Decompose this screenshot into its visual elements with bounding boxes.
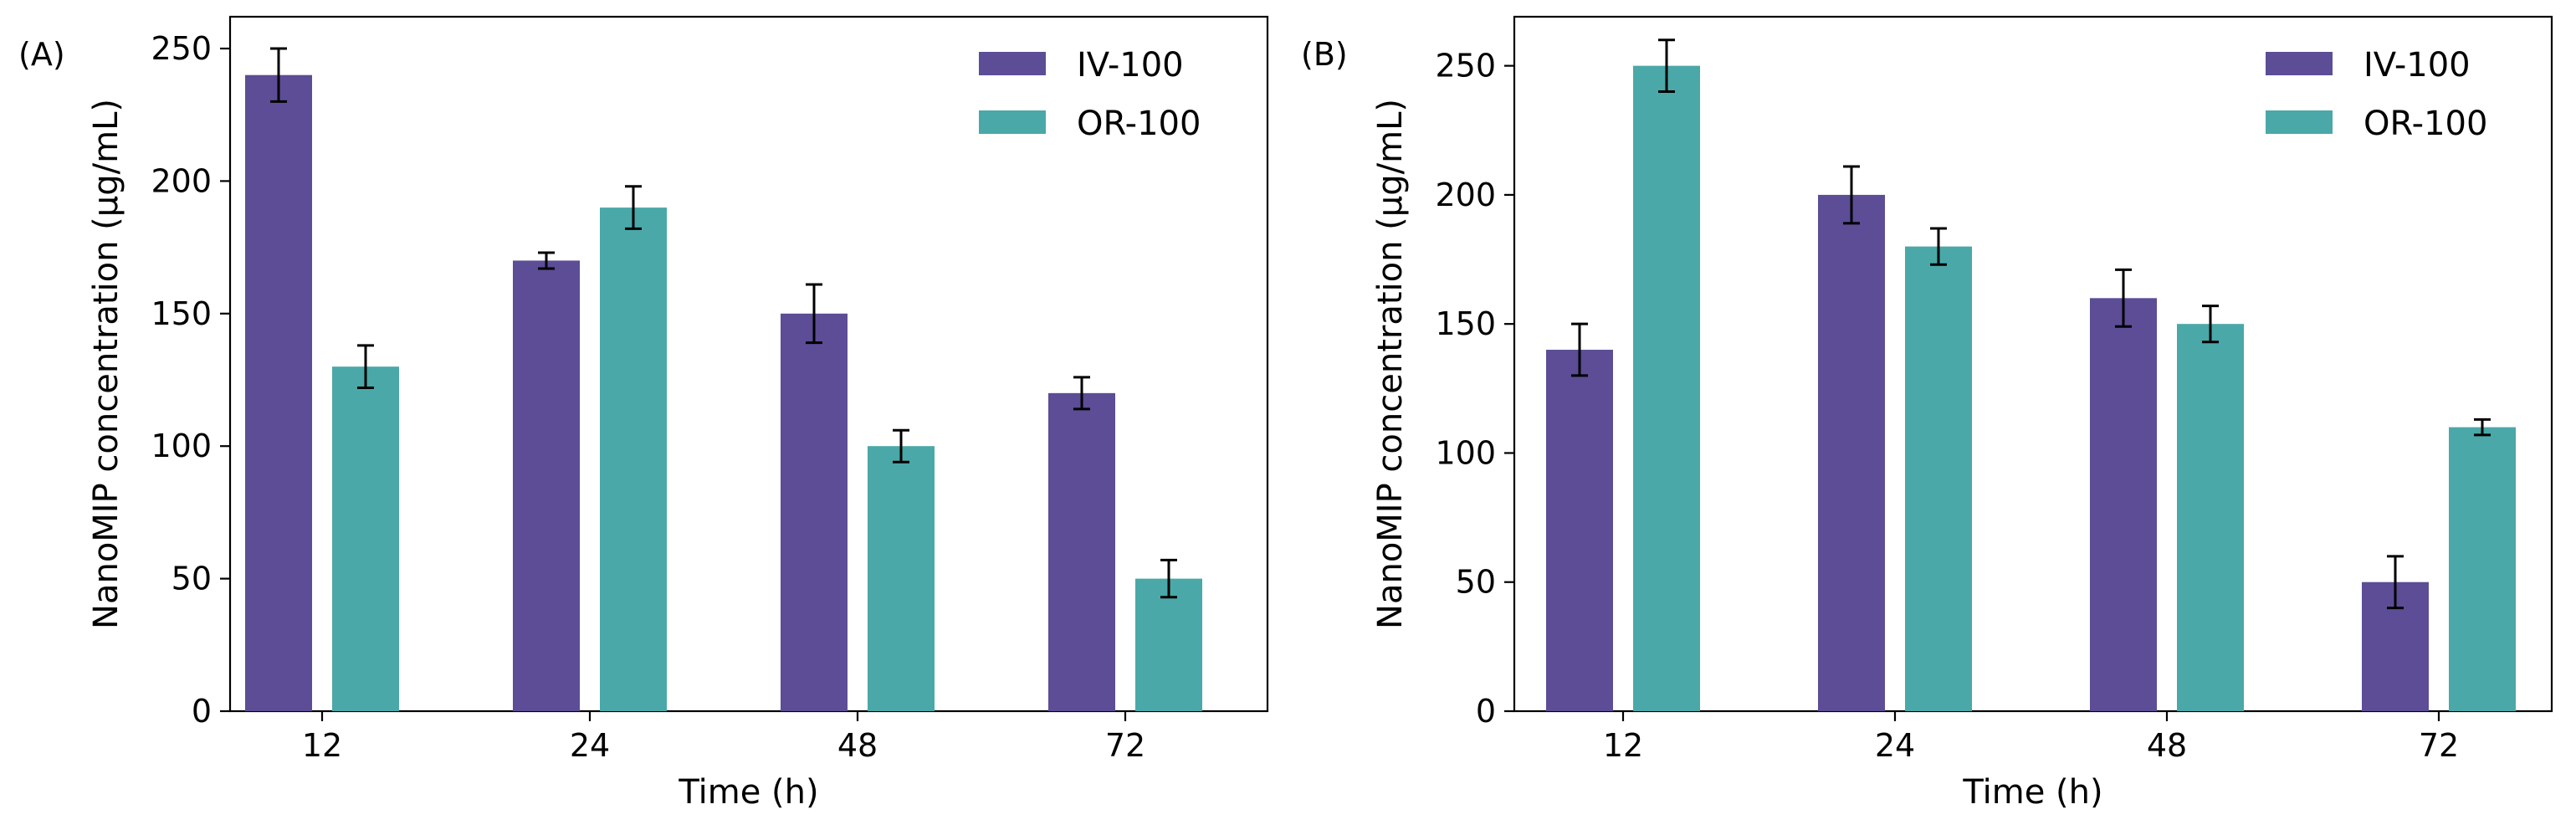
panel-a-legend: IV-100 OR-100	[979, 46, 1201, 143]
panel-a-legend-label-or-100: OR-100	[1077, 105, 1201, 143]
panel-b-y-axis-label: NanoMIP concentration (µg/mL)	[1371, 99, 1410, 629]
panel-b-legend-label-or-100: OR-100	[2363, 105, 2487, 143]
x-tick-label: 48	[837, 727, 878, 764]
y-tick-label: 50	[1456, 564, 1496, 601]
y-tick-label: 150	[1435, 305, 1496, 342]
bar-iv-100-48h	[2090, 298, 2157, 711]
panel-b-legend-swatch-or-100	[2266, 110, 2333, 134]
bar-or-100-12h	[1633, 65, 1700, 712]
bar-iv-100-24h	[1818, 194, 1885, 711]
panel-b-legend: IV-100 OR-100	[2266, 46, 2487, 143]
panel-a-legend-label-iv-100: IV-100	[1077, 46, 1184, 85]
y-tick-label: 0	[1476, 693, 1496, 730]
y-tick-label: 250	[1435, 48, 1496, 85]
panel-a-y-axis-label: NanoMIP concentration (µg/mL)	[87, 99, 125, 629]
panel-b-y-axis: 0 50 100 150 200 250 NanoMIP concentration (µ…	[1371, 48, 1514, 730]
panel-b-bars	[1546, 38, 2516, 712]
bar-iv-100-48h	[781, 313, 848, 711]
bar-or-100-72h	[2449, 427, 2516, 711]
bar-or-100-12h	[332, 366, 399, 711]
bar-or-100-48h	[2177, 324, 2244, 711]
panel-b-legend-swatch-iv-100	[2266, 52, 2333, 75]
chart-panel-a: (A) 0 50 100 150 200 250 NanoMIP concentratio…	[18, 15, 1269, 812]
panel-a-plot-frame	[228, 15, 1269, 713]
y-tick-label: 100	[151, 428, 212, 464]
bar-iv-100-12h	[1546, 350, 1613, 711]
panel-b-legend-label-iv-100: IV-100	[2363, 46, 2471, 85]
panel-b-x-axis-label: Time (h)	[1962, 773, 2102, 812]
panel-a-x-axis-label: Time (h)	[678, 773, 818, 812]
bar-or-100-24h	[600, 207, 667, 711]
panel-a-legend-swatch-or-100	[979, 110, 1046, 134]
y-tick-label: 200	[1435, 177, 1496, 213]
y-tick-label: 150	[151, 295, 212, 332]
x-tick-label: 24	[570, 727, 610, 764]
panel-a-bars	[245, 47, 1202, 712]
bar-iv-100-12h	[245, 74, 312, 712]
x-tick-label: 12	[1603, 727, 1643, 764]
panel-a-x-axis: 12 24 48 72 Time (h)	[302, 711, 1145, 812]
panel-a-label: (A)	[18, 36, 65, 73]
panel-b-y-ticks: 0 50 100 150 200 250	[1435, 48, 1514, 730]
panel-b-plot-frame	[1513, 15, 2553, 713]
bar-or-100-48h	[868, 446, 935, 711]
panel-b-label: (B)	[1301, 36, 1348, 73]
panel-b-x-axis: 12 24 48 72 Time (h)	[1603, 711, 2459, 812]
bar-or-100-72h	[1135, 578, 1202, 711]
panel-a-y-axis: 0 50 100 150 200 250 NanoMIP concentration (µ…	[87, 30, 230, 730]
bar-iv-100-24h	[513, 260, 580, 711]
x-tick-label: 72	[1105, 727, 1145, 764]
bar-or-100-24h	[1905, 246, 1972, 711]
y-tick-label: 0	[192, 693, 212, 730]
y-tick-label: 50	[172, 561, 212, 597]
y-tick-label: 200	[151, 162, 212, 199]
y-tick-label: 100	[1435, 434, 1496, 471]
panel-a-x-ticks: 12 24 48 72	[302, 711, 1145, 764]
y-tick-label: 250	[151, 30, 212, 67]
panel-b-x-ticks: 12 24 48 72	[1603, 711, 2459, 764]
panel-a-legend-swatch-iv-100	[979, 52, 1046, 75]
bar-iv-100-72h	[1048, 392, 1115, 711]
chart-panel-b: (B) 0 50 100 150 200 250 NanoMIP concentratio…	[1301, 15, 2553, 812]
x-tick-label: 72	[2419, 727, 2459, 764]
x-tick-label: 12	[302, 727, 342, 764]
panel-a-y-ticks: 0 50 100 150 200 250	[151, 30, 230, 730]
x-tick-label: 48	[2147, 727, 2187, 764]
x-tick-label: 24	[1875, 727, 1915, 764]
